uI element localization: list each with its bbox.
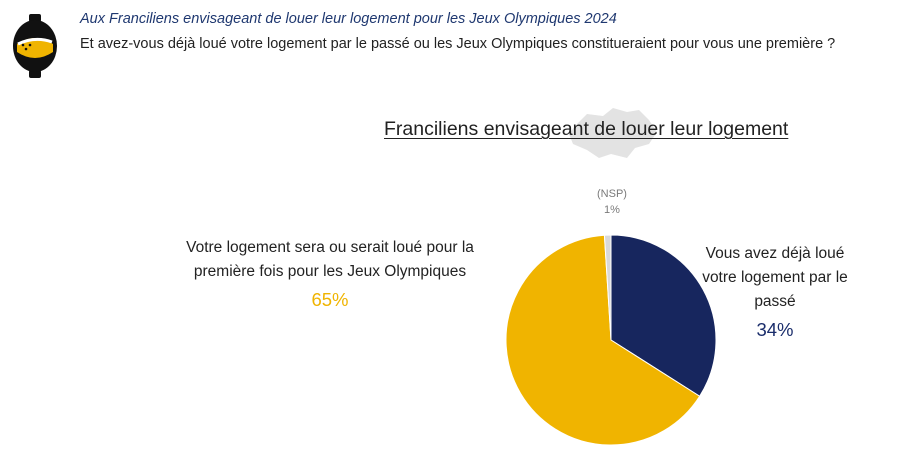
slice-label-already-rented-value: 34% [756, 319, 794, 340]
slice-label-already-rented: Vous avez déjà loué votre logement par l… [700, 242, 850, 342]
survey-population: Aux Franciliens envisageant de louer leu… [80, 11, 617, 27]
survey-question: Et avez-vous déjà loué votre logement pa… [80, 36, 836, 52]
slice-label-first-time: Votre logement sera ou serait loué pour … [160, 236, 500, 312]
slice-label-already-rented-text: Vous avez déjà loué votre logement par l… [702, 245, 848, 310]
slice-label-nsp-value: 1% [604, 204, 620, 216]
ile-de-france-map-icon [569, 108, 657, 158]
slice-label-nsp: (NSP) 1% [588, 186, 636, 218]
pie-slice-nsp [603, 234, 612, 341]
question-block: Aux Franciliens envisageant de louer leu… [80, 10, 835, 54]
pie-slice-first-time [505, 234, 701, 446]
slice-label-first-time-value: 65% [311, 289, 349, 310]
slice-label-nsp-text: (NSP) [597, 188, 627, 200]
slice-label-first-time-text: Votre logement sera ou serait loué pour … [186, 239, 474, 280]
pie-slice-already-rented [610, 234, 717, 397]
chart-title: Franciliens envisageant de louer leur lo… [384, 118, 789, 140]
brand-logo-icon [13, 14, 57, 78]
